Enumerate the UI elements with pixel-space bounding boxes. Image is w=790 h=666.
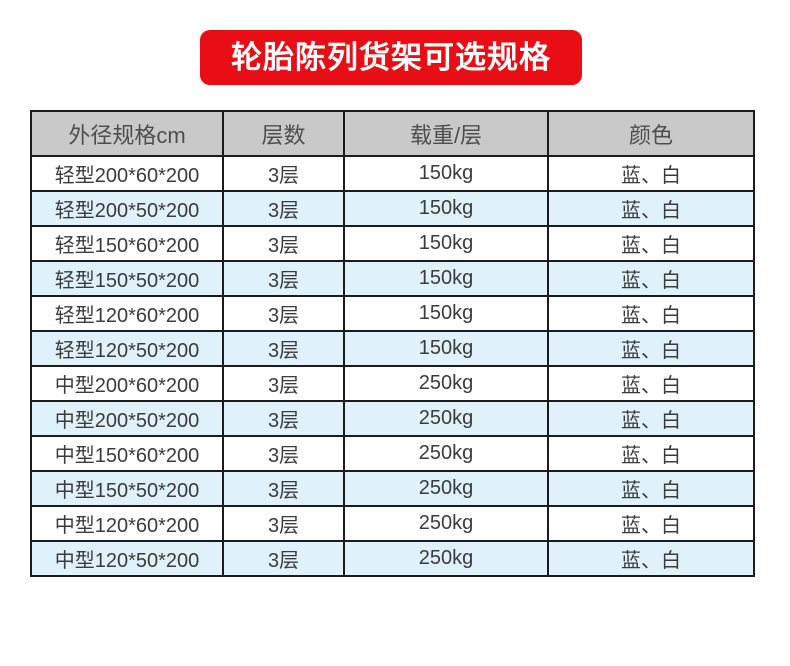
page-title: 轮胎陈列货架可选规格 [231,40,551,75]
cell-colors: 蓝、白 [547,225,755,262]
cell-spec: 中型120*60*200 [30,505,224,542]
cell-layers: 3层 [222,435,345,472]
table-row: 轻型200*60*200 3层 150kg 蓝、白 [30,155,755,192]
cell-colors: 蓝、白 [547,435,755,472]
cell-load: 150kg [343,330,549,367]
cell-load: 250kg [343,400,549,437]
column-header-load: 载重/层 [343,110,549,157]
table-row: 中型200*60*200 3层 250kg 蓝、白 [30,365,755,402]
cell-load: 150kg [343,295,549,332]
cell-layers: 3层 [222,295,345,332]
cell-colors: 蓝、白 [547,330,755,367]
cell-layers: 3层 [222,225,345,262]
cell-spec: 中型200*60*200 [30,365,224,402]
cell-load: 250kg [343,470,549,507]
cell-layers: 3层 [222,190,345,227]
table-row: 轻型150*50*200 3层 150kg 蓝、白 [30,260,755,297]
cell-colors: 蓝、白 [547,400,755,437]
cell-spec: 中型150*50*200 [30,470,224,507]
table-row: 轻型120*60*200 3层 150kg 蓝、白 [30,295,755,332]
cell-spec: 轻型150*50*200 [30,260,224,297]
cell-load: 250kg [343,505,549,542]
cell-spec: 轻型120*60*200 [30,295,224,332]
table-row: 中型150*50*200 3层 250kg 蓝、白 [30,470,755,507]
column-header-layers: 层数 [222,110,345,157]
table-row: 轻型120*50*200 3层 150kg 蓝、白 [30,330,755,367]
cell-spec: 中型150*60*200 [30,435,224,472]
cell-spec: 中型120*50*200 [30,540,224,577]
cell-load: 150kg [343,260,549,297]
cell-load: 250kg [343,435,549,472]
cell-load: 150kg [343,190,549,227]
cell-layers: 3层 [222,330,345,367]
cell-colors: 蓝、白 [547,505,755,542]
cell-colors: 蓝、白 [547,260,755,297]
cell-load: 250kg [343,540,549,577]
cell-load: 150kg [343,155,549,192]
column-header-spec: 外径规格cm [30,110,224,157]
table-header-row: 外径规格cm 层数 载重/层 颜色 [30,110,755,157]
spec-table: 外径规格cm 层数 载重/层 颜色 轻型200*60*200 3层 150kg … [30,110,755,577]
cell-layers: 3层 [222,470,345,507]
cell-spec: 轻型200*50*200 [30,190,224,227]
cell-colors: 蓝、白 [547,365,755,402]
cell-layers: 3层 [222,540,345,577]
cell-colors: 蓝、白 [547,470,755,507]
table-row: 轻型150*60*200 3层 150kg 蓝、白 [30,225,755,262]
cell-load: 150kg [343,225,549,262]
table-row: 中型120*50*200 3层 250kg 蓝、白 [30,540,755,577]
cell-layers: 3层 [222,155,345,192]
cell-spec: 轻型200*60*200 [30,155,224,192]
cell-spec: 中型200*50*200 [30,400,224,437]
cell-layers: 3层 [222,400,345,437]
cell-layers: 3层 [222,260,345,297]
table-row: 中型120*60*200 3层 250kg 蓝、白 [30,505,755,542]
cell-spec: 轻型120*50*200 [30,330,224,367]
cell-colors: 蓝、白 [547,155,755,192]
cell-layers: 3层 [222,365,345,402]
cell-colors: 蓝、白 [547,295,755,332]
cell-layers: 3层 [222,505,345,542]
cell-colors: 蓝、白 [547,190,755,227]
cell-spec: 轻型150*60*200 [30,225,224,262]
title-banner: 轮胎陈列货架可选规格 [200,30,582,85]
cell-colors: 蓝、白 [547,540,755,577]
table-row: 轻型200*50*200 3层 150kg 蓝、白 [30,190,755,227]
cell-load: 250kg [343,365,549,402]
column-header-colors: 颜色 [547,110,755,157]
table-row: 中型150*60*200 3层 250kg 蓝、白 [30,435,755,472]
table-row: 中型200*50*200 3层 250kg 蓝、白 [30,400,755,437]
